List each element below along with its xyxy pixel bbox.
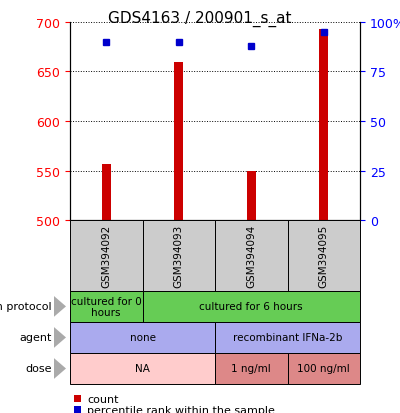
Text: dose: dose	[26, 363, 52, 374]
Text: cultured for 0
hours: cultured for 0 hours	[71, 296, 142, 318]
Bar	[174, 62, 183, 221]
Text: growth protocol: growth protocol	[0, 301, 52, 312]
Text: agent: agent	[20, 332, 52, 343]
Text: GDS4163 / 200901_s_at: GDS4163 / 200901_s_at	[108, 10, 292, 26]
Text: NA: NA	[135, 363, 150, 374]
Text: GSM394095: GSM394095	[319, 225, 329, 287]
Text: GSM394092: GSM394092	[101, 225, 111, 287]
Text: recombinant IFNa-2b: recombinant IFNa-2b	[233, 332, 342, 343]
Text: count: count	[87, 394, 119, 404]
Bar	[102, 164, 110, 221]
Bar	[247, 171, 256, 221]
Text: 100 ng/ml: 100 ng/ml	[297, 363, 350, 374]
Text: cultured for 6 hours: cultured for 6 hours	[200, 301, 303, 312]
Text: none: none	[130, 332, 156, 343]
Bar	[320, 30, 328, 221]
Text: percentile rank within the sample: percentile rank within the sample	[87, 405, 275, 413]
Text: GSM394093: GSM394093	[174, 225, 184, 287]
Text: 1 ng/ml: 1 ng/ml	[231, 363, 271, 374]
Text: GSM394094: GSM394094	[246, 225, 256, 287]
